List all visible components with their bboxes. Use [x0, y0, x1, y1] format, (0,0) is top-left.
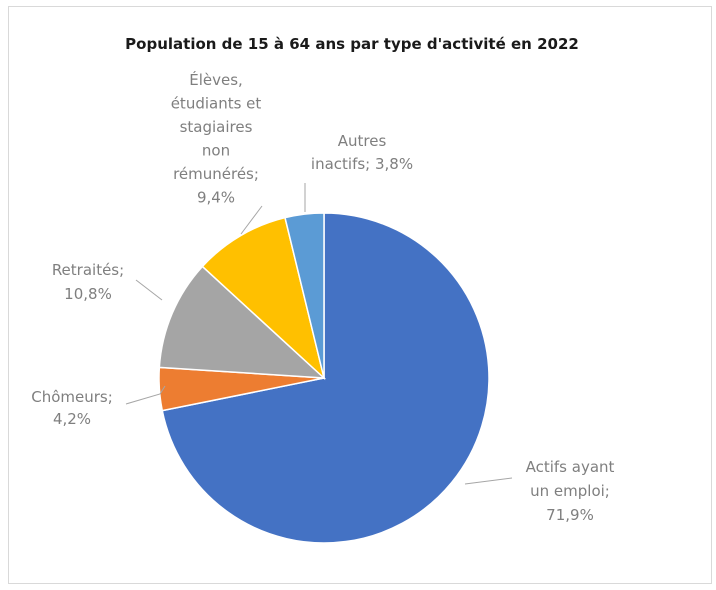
pie-slice-actifs-ayant [161, 212, 490, 544]
pie-slice-eleves [201, 216, 326, 381]
pie-slice-retraites [158, 265, 327, 379]
data-label-retraites: Retraités; 10,8% [52, 261, 124, 303]
chart-title: Population de 15 à 64 ans par type d'act… [125, 35, 579, 53]
data-label-actifs-ayant: Actifs ayant un emploi; 71,9% [526, 458, 615, 524]
leader-line-actifs-ayant [464, 477, 513, 485]
leader-line-chomeurs [125, 385, 166, 405]
data-label-autres: Autres inactifs; 3,8% [311, 132, 413, 173]
data-label-chomeurs: Chômeurs; 4,2% [31, 388, 113, 428]
leader-line-retraites [135, 279, 163, 301]
leader-line-eleves [240, 205, 263, 235]
data-label-eleves: Élèves, étudiants et stagiaires non rémunéré… [171, 70, 262, 207]
pie-slice-autres [284, 212, 325, 379]
